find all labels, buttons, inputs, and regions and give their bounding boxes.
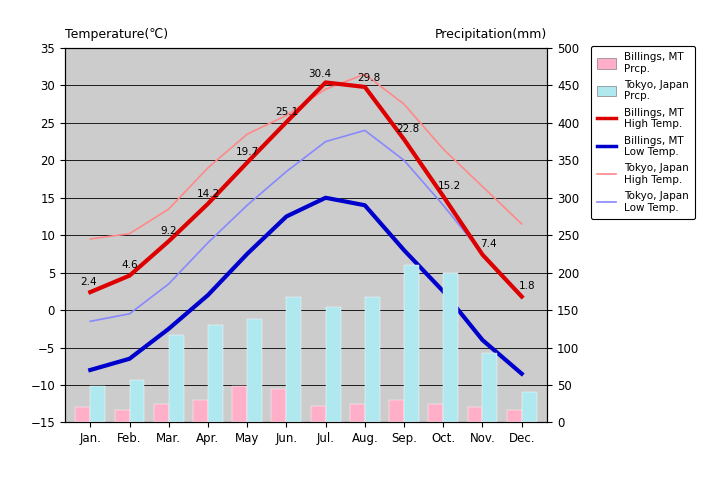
Billings, MT
Low Temp. — [164, 326, 173, 332]
Legend: Billings, MT
Prcp., Tokyo, Japan
Prcp., Billings, MT
High Temp., Billings, MT
Lo: Billings, MT Prcp., Tokyo, Japan Prcp., … — [591, 46, 696, 219]
Billings, MT
High Temp. — [282, 119, 291, 125]
Tokyo, Japan
High Temp. — [243, 131, 251, 137]
Text: 30.4: 30.4 — [308, 69, 331, 79]
Tokyo, Japan
Low Temp. — [243, 203, 251, 208]
Bar — [130, 381, 145, 422]
Bar — [507, 409, 522, 422]
Billings, MT
High Temp. — [361, 84, 369, 90]
Tokyo, Japan
Low Temp. — [282, 168, 291, 174]
Billings, MT
Low Temp. — [439, 288, 448, 294]
Bar — [233, 386, 247, 422]
Billings, MT
Low Temp. — [400, 247, 408, 253]
Text: 7.4: 7.4 — [480, 240, 497, 250]
Billings, MT
Low Temp. — [125, 356, 134, 361]
Bar — [76, 408, 90, 422]
Billings, MT
Low Temp. — [86, 367, 94, 373]
Bar — [114, 409, 130, 422]
Bar — [389, 400, 404, 422]
Billings, MT
High Temp. — [86, 289, 94, 295]
Text: 22.8: 22.8 — [396, 124, 420, 134]
Tokyo, Japan
Low Temp. — [518, 292, 526, 298]
Line: Tokyo, Japan
Low Temp.: Tokyo, Japan Low Temp. — [90, 131, 522, 321]
Bar — [271, 389, 287, 422]
Tokyo, Japan
Low Temp. — [321, 139, 330, 144]
Billings, MT
Low Temp. — [204, 292, 212, 298]
Billings, MT
High Temp. — [164, 238, 173, 244]
Tokyo, Japan
Low Temp. — [478, 251, 487, 257]
Bar — [522, 393, 536, 422]
Bar — [168, 335, 184, 422]
Tokyo, Japan
High Temp. — [282, 112, 291, 118]
Line: Billings, MT
Low Temp.: Billings, MT Low Temp. — [90, 198, 522, 374]
Billings, MT
High Temp. — [439, 193, 448, 199]
Billings, MT
Low Temp. — [321, 195, 330, 201]
Text: 2.4: 2.4 — [80, 277, 96, 287]
Tokyo, Japan
High Temp. — [164, 206, 173, 212]
Tokyo, Japan
High Temp. — [478, 184, 487, 190]
Tokyo, Japan
Low Temp. — [439, 203, 448, 208]
Billings, MT
Low Temp. — [243, 251, 251, 257]
Bar — [311, 406, 325, 422]
Tokyo, Japan
High Temp. — [518, 221, 526, 227]
Tokyo, Japan
High Temp. — [204, 165, 212, 171]
Billings, MT
High Temp. — [478, 252, 487, 258]
Billings, MT
Low Temp. — [478, 337, 487, 343]
Text: 9.2: 9.2 — [161, 226, 177, 236]
Tokyo, Japan
Low Temp. — [86, 318, 94, 324]
Bar — [467, 408, 482, 422]
Bar — [404, 265, 419, 422]
Tokyo, Japan
High Temp. — [439, 146, 448, 152]
Bar — [325, 307, 341, 422]
Tokyo, Japan
Low Temp. — [204, 240, 212, 246]
Bar — [247, 319, 262, 422]
Text: 19.7: 19.7 — [235, 147, 258, 157]
Billings, MT
High Temp. — [400, 136, 408, 142]
Tokyo, Japan
High Temp. — [361, 72, 369, 77]
Tokyo, Japan
Low Temp. — [361, 128, 369, 133]
Bar — [482, 353, 498, 422]
Billings, MT
Low Temp. — [361, 203, 369, 208]
Text: 25.1: 25.1 — [275, 107, 298, 117]
Text: 14.2: 14.2 — [197, 189, 220, 199]
Text: 29.8: 29.8 — [357, 73, 380, 83]
Billings, MT
High Temp. — [518, 294, 526, 300]
Bar — [154, 404, 168, 422]
Tokyo, Japan
High Temp. — [321, 86, 330, 92]
Bar — [428, 404, 444, 422]
Bar — [208, 325, 223, 422]
Line: Tokyo, Japan
High Temp.: Tokyo, Japan High Temp. — [90, 74, 522, 239]
Bar — [444, 273, 458, 422]
Line: Billings, MT
High Temp.: Billings, MT High Temp. — [90, 83, 522, 297]
Bar — [90, 386, 105, 422]
Bar — [287, 297, 301, 422]
Text: 4.6: 4.6 — [121, 260, 138, 270]
Tokyo, Japan
High Temp. — [125, 231, 134, 237]
Text: 15.2: 15.2 — [438, 181, 461, 191]
Tokyo, Japan
Low Temp. — [400, 157, 408, 163]
Billings, MT
High Temp. — [243, 160, 251, 166]
Billings, MT
High Temp. — [125, 273, 134, 278]
Text: 1.8: 1.8 — [519, 281, 536, 291]
Text: Temperature(℃): Temperature(℃) — [65, 27, 168, 40]
Text: Precipitation(mm): Precipitation(mm) — [435, 27, 547, 40]
Billings, MT
High Temp. — [204, 201, 212, 206]
Tokyo, Japan
High Temp. — [400, 101, 408, 107]
Tokyo, Japan
High Temp. — [86, 236, 94, 242]
Billings, MT
Low Temp. — [282, 214, 291, 219]
Billings, MT
High Temp. — [321, 80, 330, 85]
Bar — [193, 400, 208, 422]
Bar — [365, 297, 379, 422]
Bar — [350, 405, 365, 422]
Billings, MT
Low Temp. — [518, 371, 526, 377]
Tokyo, Japan
Low Temp. — [125, 311, 134, 317]
Tokyo, Japan
Low Temp. — [164, 281, 173, 287]
